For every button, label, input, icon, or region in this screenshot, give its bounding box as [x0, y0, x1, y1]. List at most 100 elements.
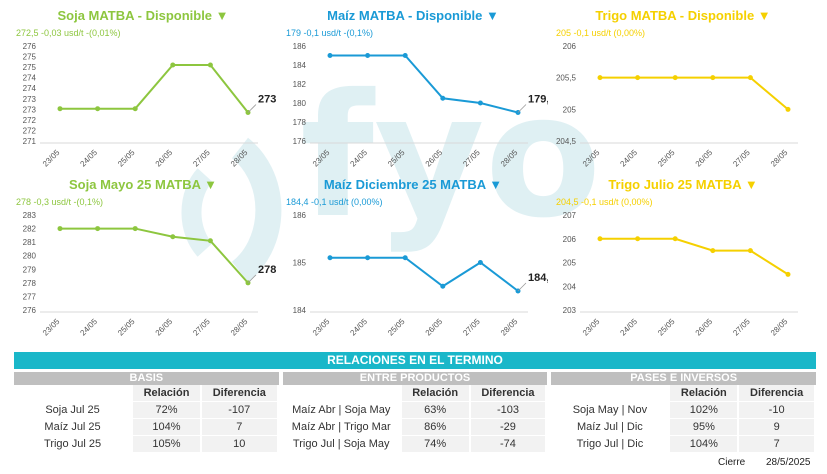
row-label: Soja Jul 25 [14, 402, 134, 419]
chart-soja-disponible: Soja MATBA - Disponible ▼ 272,5 -0,03 us… [8, 6, 278, 176]
x-tick-label: 25/05 [656, 148, 677, 169]
y-tick-label: 204 [563, 282, 577, 291]
x-tick-label: 27/05 [461, 317, 482, 338]
y-tick-label: 205 [563, 259, 577, 268]
row-diferencia: 7 [739, 436, 817, 453]
x-tick-label: 23/05 [311, 148, 332, 169]
y-tick-label: 272 [23, 126, 37, 135]
row-relacion: 102% [670, 402, 740, 419]
x-tick-label: 27/05 [191, 148, 212, 169]
y-tick-label: 274 [23, 84, 37, 93]
header-diferencia: Diferencia [470, 385, 548, 402]
data-point [477, 100, 483, 106]
chart-plot: 176 178 180 182 184 186 23/05 24/05 25/05 26/05 27… [293, 42, 548, 169]
row-label: Soja May | Nov [551, 402, 671, 419]
data-label-leader [247, 274, 257, 284]
data-point [327, 255, 333, 261]
row-relacion: 74% [401, 436, 471, 453]
y-tick-label: 271 [23, 137, 37, 146]
y-tick-label: 281 [23, 238, 37, 247]
chart-title: Maíz Diciembre 25 MATBA ▼ [323, 177, 503, 192]
x-tick-label: 25/05 [386, 317, 407, 338]
x-tick-label: 28/05 [229, 317, 250, 338]
chart-title: Soja Mayo 25 MATBA ▼ [69, 177, 217, 192]
relations-title: RELACIONES EN EL TERMINO [14, 352, 816, 369]
chart-trigo-julio: Trigo Julio 25 MATBA ▼ 204,5 -0,1 usd/t … [548, 175, 818, 345]
y-tick-label: 184 [293, 306, 307, 315]
last-value-label: 179,0 [528, 94, 548, 106]
y-tick-label: 276 [23, 306, 37, 315]
data-point [327, 53, 333, 58]
row-relacion: 72% [133, 402, 202, 419]
row-diferencia: -74 [470, 436, 548, 453]
x-tick-label: 27/05 [731, 148, 752, 169]
data-point [710, 75, 716, 81]
group-pases-inversos: PASES E INVERSOS Relación Diferencia Soj… [551, 372, 817, 453]
footer-date: 28/5/2025 [766, 457, 811, 468]
data-point [635, 75, 641, 81]
y-tick-label: 180 [293, 99, 307, 108]
chart-plot: 184 185 186 23/05 24/05 25/05 26/05 27/05 28/05 1… [293, 211, 548, 338]
y-tick-label: 205,5 [556, 74, 577, 83]
header-relacion: Relación [670, 385, 740, 402]
data-point [402, 255, 408, 261]
series-line [330, 256, 519, 292]
group-title: PASES E INVERSOS [551, 372, 817, 385]
y-tick-label: 283 [23, 211, 37, 220]
header-relacion: Relación [401, 385, 471, 402]
table-row: Maíz Jul | Dic 95% 9 [551, 419, 817, 436]
table-row: Trigo Jul | Soja May 74% -74 [282, 436, 548, 453]
table-row: Trigo Jul | Dic 104% 7 [551, 436, 817, 453]
x-tick-label: 26/05 [694, 317, 715, 338]
chart-title: Maíz MATBA - Disponible ▼ [327, 8, 499, 23]
table-header-row: Relación Diferencia [14, 385, 279, 402]
series-line [600, 237, 789, 276]
data-point [672, 236, 678, 242]
data-point [132, 226, 138, 232]
data-point [597, 75, 603, 81]
relations-table: RELACIONES EN EL TERMINO BASIS Relación … [14, 352, 817, 453]
row-diferencia: -107 [201, 402, 279, 419]
x-tick-label: 24/05 [78, 148, 99, 169]
header-blank [14, 385, 134, 402]
chart-title: Trigo Julio 25 MATBA ▼ [608, 177, 758, 192]
y-tick-label: 185 [293, 259, 307, 268]
last-value-label: 278 [258, 264, 276, 276]
y-tick-label: 278 [23, 279, 37, 288]
table-header-row: Relación Diferencia [282, 385, 548, 402]
table-row: Maíz Abr | Soja May 63% -103 [282, 402, 548, 419]
y-tick-label: 178 [293, 118, 307, 127]
row-diferencia: 7 [201, 419, 279, 436]
data-point [170, 234, 176, 240]
x-tick-label: 24/05 [618, 148, 639, 169]
chart-maiz-disponible: Maíz MATBA - Disponible ▼ 179 -0,1 usd/t… [278, 6, 548, 176]
row-diferencia: -29 [470, 419, 548, 436]
data-point [710, 248, 716, 254]
chart-title: Soja MATBA - Disponible ▼ [57, 8, 229, 23]
chart-subtitle: 184,4 -0,1 usd/t (0,00%) [286, 197, 383, 207]
row-diferencia: -10 [739, 402, 817, 419]
y-tick-label: 186 [293, 42, 307, 51]
header-blank [282, 385, 402, 402]
y-tick-label: 206 [563, 235, 577, 244]
chart-subtitle: 179 -0,1 usd/t -(0,1%) [286, 28, 374, 38]
row-label: Maíz Jul 25 [14, 419, 134, 436]
data-point [95, 106, 101, 112]
chart-plot: 276 277 278 279 280 281 282 283 23/05 24/05 25/05 2… [23, 211, 277, 338]
x-tick-label: 28/05 [769, 148, 790, 169]
data-point [747, 75, 753, 81]
x-tick-label: 25/05 [116, 317, 137, 338]
header-diferencia: Diferencia [739, 385, 817, 402]
data-point [672, 75, 678, 81]
row-relacion: 104% [670, 436, 740, 453]
x-tick-label: 24/05 [348, 148, 369, 169]
x-tick-label: 26/05 [694, 148, 715, 169]
chart-subtitle: 205 -0,1 usd/t (0,00%) [556, 28, 646, 38]
chart-subtitle: 278 -0,3 usd/t -(0,1%) [16, 197, 104, 207]
data-label-leader [247, 104, 257, 113]
data-point [207, 238, 213, 244]
data-point [170, 62, 176, 68]
data-point [132, 106, 138, 112]
x-tick-label: 25/05 [116, 148, 137, 169]
x-tick-label: 28/05 [499, 317, 520, 338]
